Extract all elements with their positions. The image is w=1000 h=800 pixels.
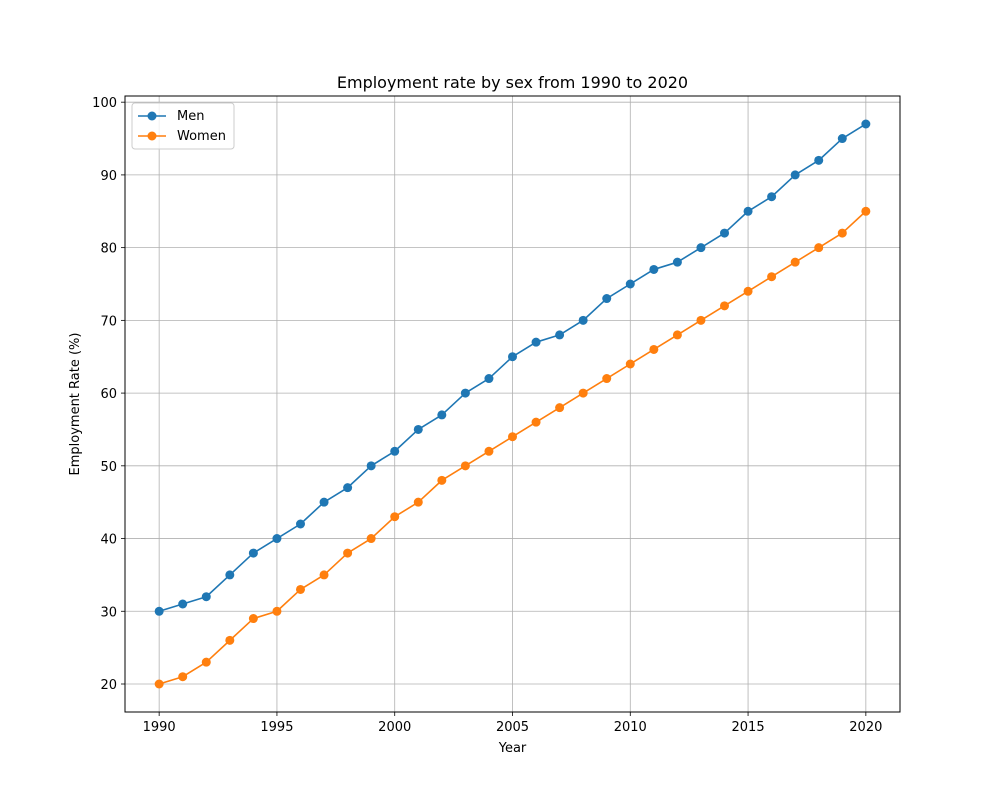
data-point-women [602,374,612,384]
data-point-men [437,410,447,420]
data-point-men [225,570,235,580]
y-tick-label: 30 [100,605,117,620]
data-point-women [555,403,565,413]
data-point-women [366,534,376,544]
data-point-women [272,606,282,616]
data-point-men [578,315,588,325]
y-tick-label: 50 [100,460,117,475]
x-tick-label: 2005 [496,720,529,735]
data-point-men [413,424,423,434]
legend-marker-women [147,131,157,141]
data-point-women [672,330,682,340]
data-point-women [578,388,588,398]
data-point-men [767,192,777,202]
data-point-men [602,294,612,304]
data-point-men [743,206,753,216]
data-point-women [460,461,470,471]
legend-item-women: Women [138,129,226,144]
data-point-women [696,315,706,325]
data-point-women [790,257,800,267]
y-tick-label: 60 [100,387,117,402]
data-point-women [508,432,517,442]
x-tick-label: 2000 [378,720,411,735]
data-point-women [201,657,211,667]
data-point-women [649,344,659,354]
data-point-men [837,134,847,144]
x-tick-label: 1990 [143,720,176,735]
legend: Men Women [131,102,235,150]
x-tick-label: 1995 [260,720,293,735]
legend-item-men: Men [138,109,204,124]
series-layer [154,119,871,689]
data-point-women [343,548,353,558]
data-point-women [861,206,871,216]
data-point-men [625,279,635,289]
data-point-men [696,243,706,253]
data-point-men [343,483,353,493]
y-tick-label: 70 [100,314,117,329]
data-point-women [319,570,329,580]
data-point-men [790,170,800,180]
legend-box [131,102,235,150]
data-point-men [484,374,494,384]
data-point-men [248,548,258,558]
data-point-women [720,301,730,311]
x-tick-label: 2015 [732,720,765,735]
data-point-women [767,272,777,282]
data-point-women [178,672,188,682]
data-point-women [413,497,423,507]
data-point-men [555,330,565,340]
x-axis-title: Year [498,741,527,756]
data-point-men [508,352,517,362]
x-tick-label: 2020 [849,720,882,735]
data-point-men [390,446,400,456]
y-tick-label: 20 [100,678,117,693]
y-axis-title: Employment Rate (%) [68,333,83,476]
data-point-women [295,584,305,594]
data-point-women [743,286,753,296]
data-point-women [837,228,847,238]
data-point-men [460,388,470,398]
legend-label-men: Men [177,109,204,124]
chart-title: Employment rate by sex from 1990 to 2020 [337,73,688,92]
series-women [154,206,871,689]
data-point-women [225,635,235,645]
data-point-women [625,359,635,369]
series-men [154,119,871,616]
data-point-men [672,257,682,267]
data-point-men [272,534,282,544]
data-point-men [531,337,541,347]
data-point-women [437,475,447,485]
data-point-men [720,228,730,238]
y-tick-label: 90 [100,169,117,184]
data-point-women [814,243,824,253]
data-point-women [484,446,494,456]
x-tick-label: 2010 [614,720,647,735]
data-point-men [319,497,329,507]
y-tick-label: 80 [100,242,117,257]
legend-label-women: Women [177,129,226,144]
legend-marker-men [147,111,157,121]
grid [125,96,900,712]
data-point-men [649,264,659,274]
data-point-women [154,679,164,689]
data-point-women [390,512,400,522]
data-point-men [861,119,871,129]
y-tick-label: 100 [92,96,117,111]
data-point-men [178,599,188,609]
data-point-women [248,614,258,624]
y-tick-label: 40 [100,533,117,548]
data-point-men [295,519,305,529]
data-point-women [531,417,541,427]
data-point-men [366,461,376,471]
ticks: 1990 1995 2000 2005 2010 2015 2020203040506070… [92,96,882,735]
data-point-men [814,155,824,165]
data-point-men [154,606,164,616]
data-point-men [201,592,211,602]
